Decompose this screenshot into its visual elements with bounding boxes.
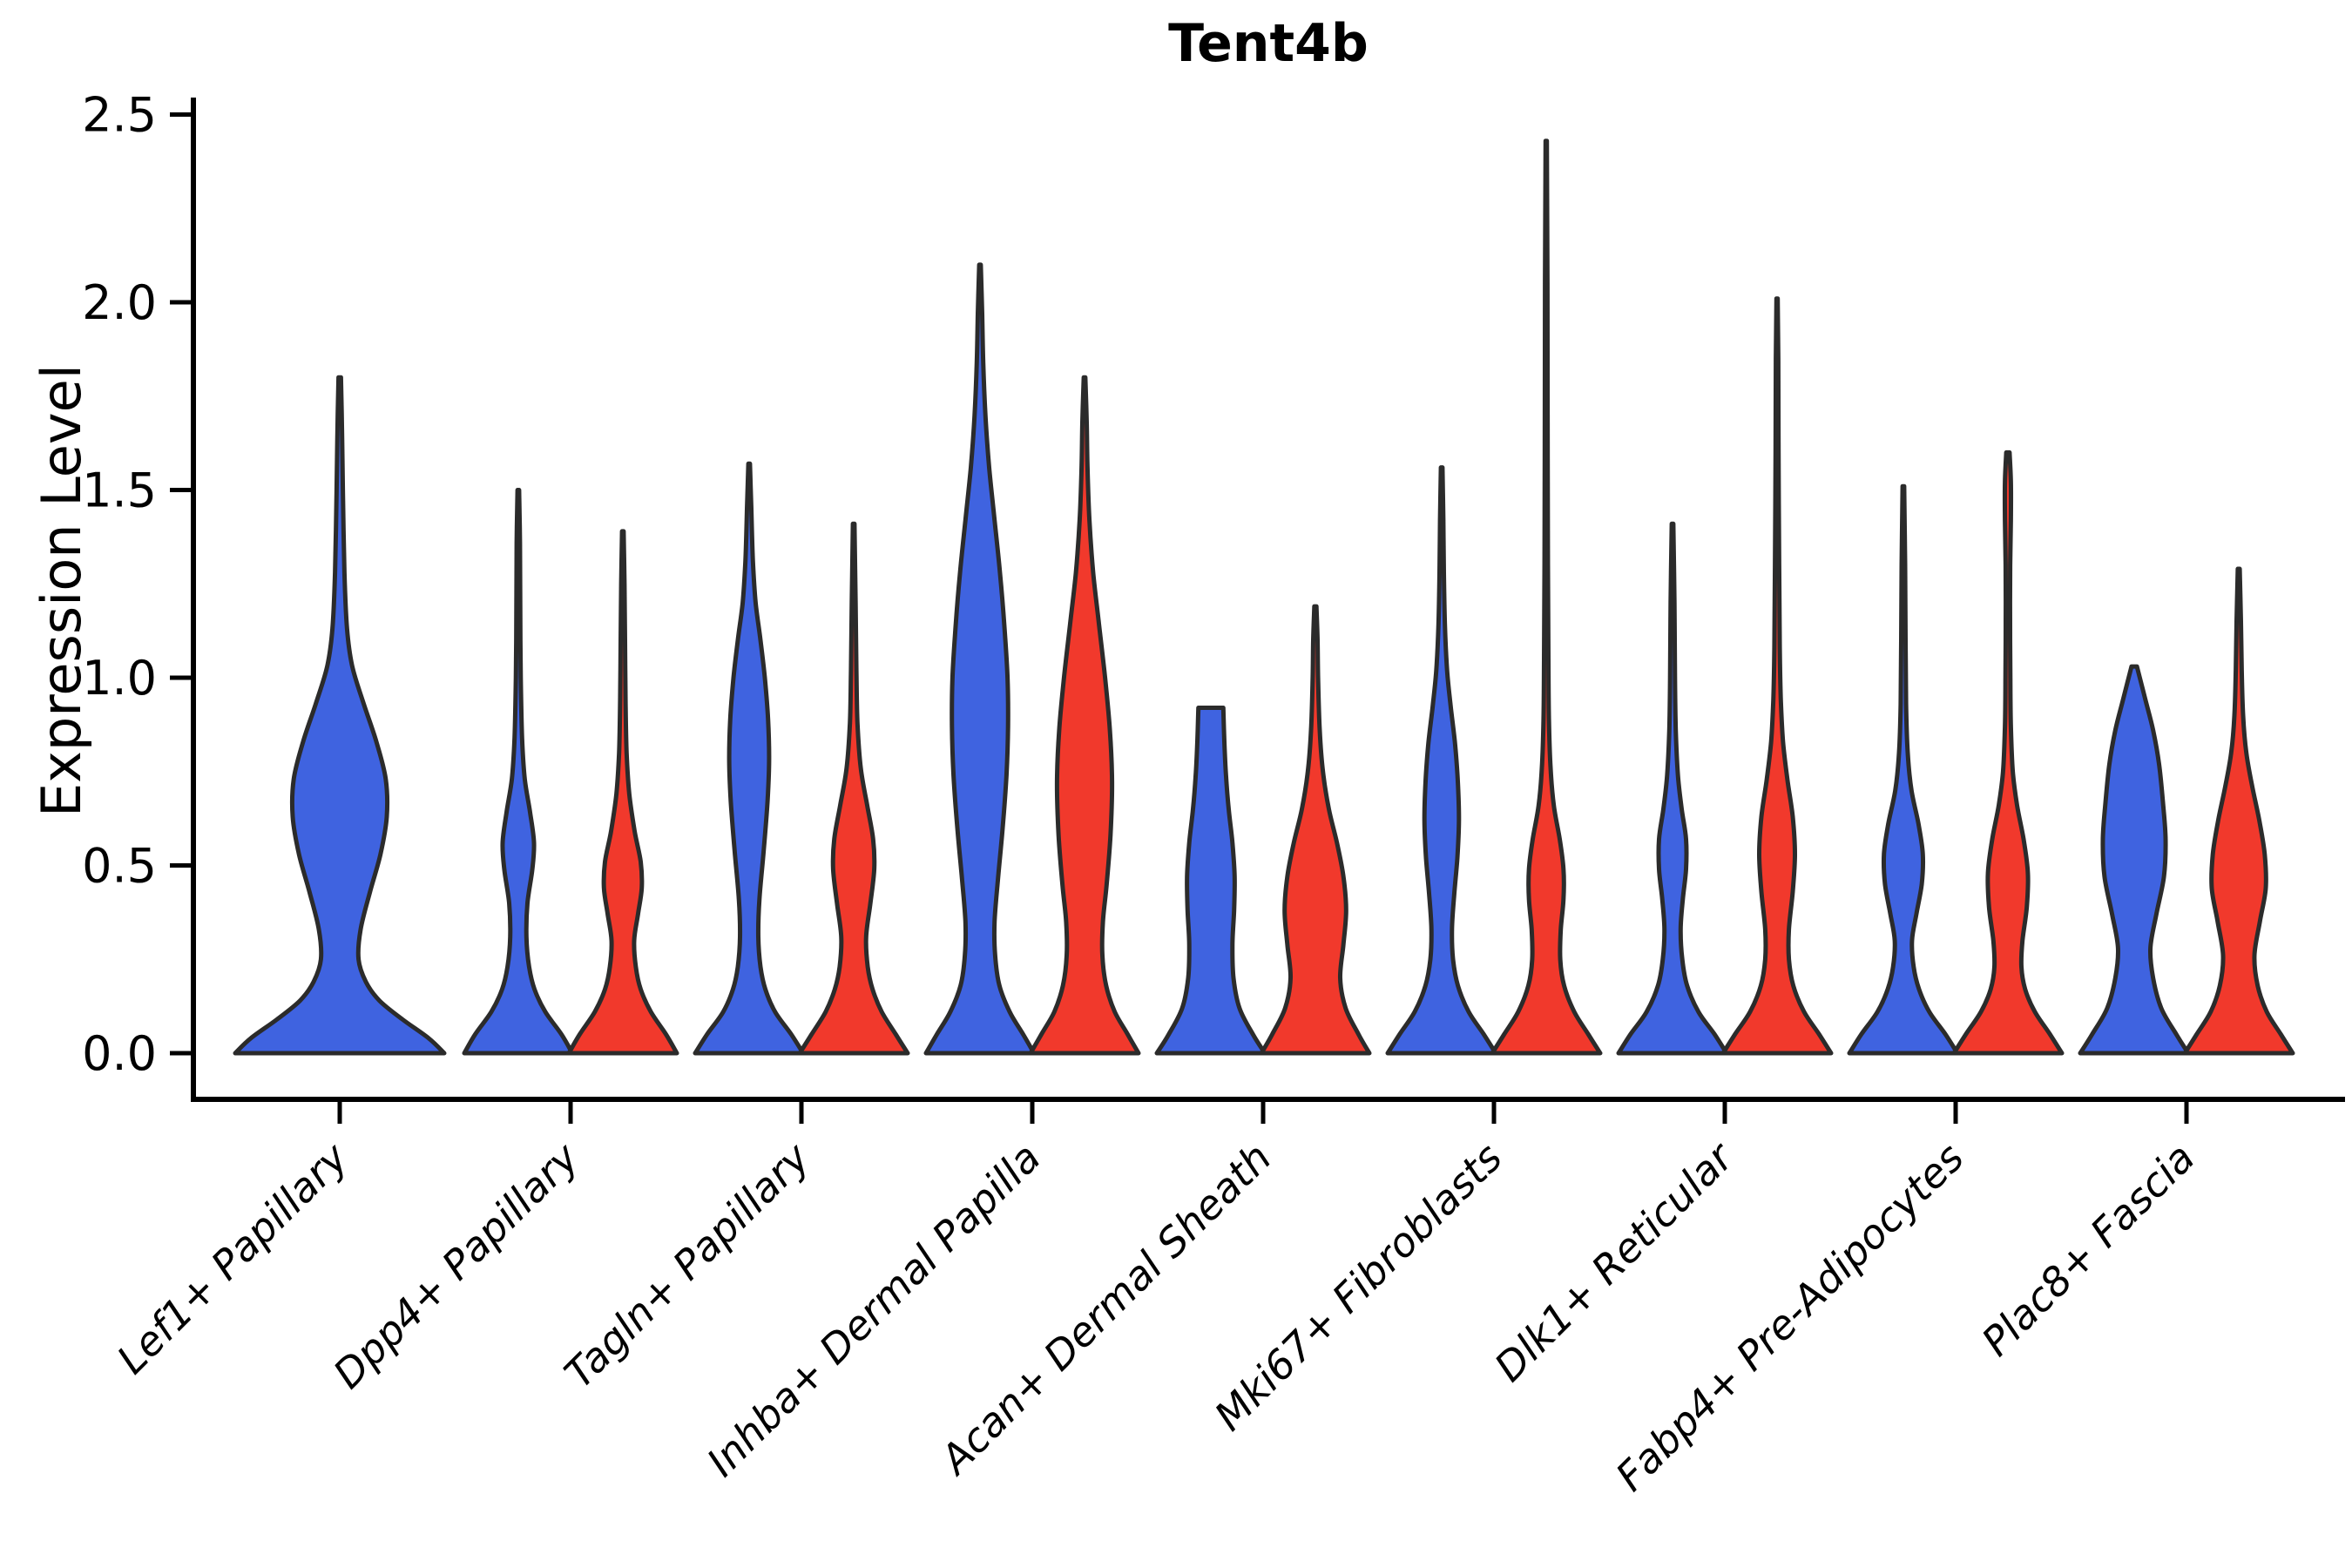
violin-inhba-blue [923,262,1037,1056]
violin-mki67-blue [1385,465,1498,1056]
violins-layer [233,139,2295,1056]
y-tick-label: 1.0 [82,651,157,706]
y-axis-label: Expression Level [30,364,93,817]
y-tick-label: 0.0 [82,1026,157,1081]
x-tick-label: Dlk1+ Reticular [1485,1132,1744,1390]
x-tick-label: Lef1+ Papillary [108,1133,357,1382]
violin-acan-blue [1154,706,1267,1056]
violin-dlk1-red [1720,296,1834,1056]
violin-fabp4-red [1951,449,2065,1056]
violin-acan-red [1259,604,1372,1056]
violin-dpp4-blue [462,488,575,1056]
violin-dpp4-red [566,529,679,1056]
violin-tagln-blue [693,461,806,1056]
violin-fabp4-blue [1847,483,1960,1056]
y-tick-label: 1.5 [82,463,157,518]
violin-mki67-red [1490,139,1603,1056]
axes-layer: 0.0 0.5 1.0 1.5 2.0 2.5 [82,88,2345,1124]
violin-dlk1-blue [1616,521,1729,1056]
violin-inhba-red [1028,375,1141,1056]
x-tick-label: Tagln+ Papillary [555,1133,819,1397]
violin-lef1-blue [233,375,447,1056]
x-tick-label: Dpp4+ Papillary [324,1133,588,1397]
y-tick-label: 0.5 [82,839,157,894]
violin-plac8-blue [2078,664,2191,1056]
x-tick-label: Plac8+ Fascia [1972,1134,2203,1365]
y-tick-label: 2.5 [82,88,157,143]
chart-title: Tent4b [1168,13,1369,74]
violin-tagln-red [797,521,910,1056]
violin-plac8-red [2182,566,2295,1056]
y-tick-label: 2.0 [82,275,157,330]
